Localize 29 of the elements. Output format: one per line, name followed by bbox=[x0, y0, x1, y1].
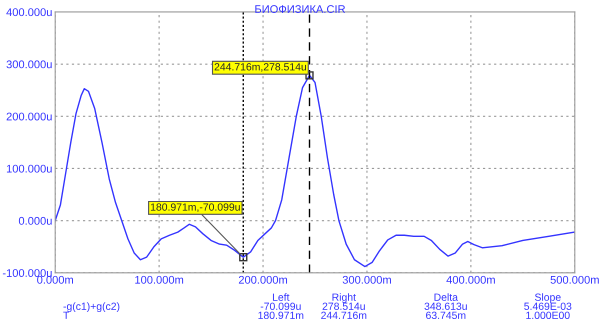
x-tick-label: 300.000m bbox=[342, 276, 391, 284]
text: Delta bbox=[434, 293, 458, 301]
text: -g(c1)+g(c2) bbox=[63, 302, 120, 312]
annotation: 244.716m,278.514u bbox=[214, 63, 306, 72]
text: 63.745m bbox=[426, 312, 466, 320]
text: 348.613u bbox=[424, 302, 467, 310]
y-tick-label: 100.000u bbox=[6, 164, 52, 173]
x-axis-title: T bbox=[63, 312, 70, 319]
text: 278.514u bbox=[322, 302, 365, 310]
y-tick-label: 300.000u bbox=[6, 60, 52, 68]
y-tick-label: 0.000u bbox=[18, 216, 52, 225]
text: 244.716m bbox=[321, 312, 366, 320]
chart-title: БИОФИЗИКА.CIR bbox=[255, 5, 346, 14]
x-tick-label: 100.000m bbox=[135, 276, 184, 284]
x-tick-label: 400.000m bbox=[446, 276, 495, 284]
y-tick-label: -100.000u bbox=[2, 269, 52, 277]
x-tick-label: 0.000m bbox=[37, 276, 73, 284]
annotation: 180.971m,-70.099u bbox=[150, 203, 240, 212]
text: Right bbox=[332, 293, 356, 303]
x-tick-label: 500.000m bbox=[550, 276, 599, 284]
text: Slope bbox=[534, 293, 561, 303]
y-tick-label: 200.000u bbox=[6, 112, 52, 120]
text: 180.971m bbox=[258, 312, 304, 320]
text: -70.099u bbox=[260, 302, 301, 310]
text: 1.000E00 bbox=[526, 312, 570, 320]
text: 5.469E-03 bbox=[524, 302, 572, 310]
text: Left bbox=[272, 293, 290, 301]
y-tick-label: 400.000u bbox=[6, 8, 52, 16]
x-tick-label: 200.000m bbox=[238, 276, 288, 284]
